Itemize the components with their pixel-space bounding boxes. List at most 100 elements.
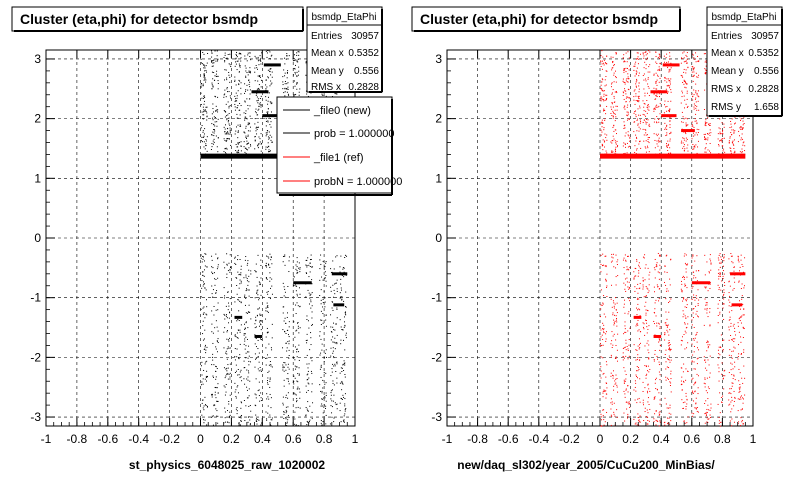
scatter-point: [268, 151, 270, 153]
scatter-point: [205, 380, 207, 382]
scatter-point: [655, 81, 657, 83]
scatter-point: [681, 399, 683, 401]
scatter-point: [686, 125, 688, 127]
scatter-point: [296, 380, 298, 382]
scatter-point: [325, 261, 327, 263]
scatter-point: [216, 290, 218, 292]
scatter-point: [227, 378, 229, 380]
scatter-point: [334, 329, 336, 331]
scatter-point: [293, 58, 295, 60]
scatter-point: [224, 60, 226, 62]
scatter-point: [287, 373, 289, 375]
scatter-point: [704, 124, 706, 126]
scatter-point: [629, 403, 631, 405]
scatter-point: [286, 55, 288, 57]
scatter-point: [658, 68, 660, 70]
scatter-point: [265, 264, 267, 266]
scatter-point: [738, 421, 740, 423]
scatter-point: [201, 82, 203, 84]
scatter-point: [612, 115, 614, 117]
scatter-point: [309, 262, 311, 264]
scatter-point: [634, 89, 636, 91]
scatter-point: [648, 344, 650, 346]
scatter-point: [285, 418, 287, 420]
scatter-point: [683, 144, 685, 146]
scatter-point: [288, 336, 290, 338]
scatter-point: [248, 123, 250, 125]
scatter-point: [698, 349, 700, 351]
scatter-point: [695, 313, 697, 315]
scatter-point: [731, 382, 733, 384]
scatter-point: [284, 88, 286, 90]
scatter-point: [295, 330, 297, 332]
scatter-point: [612, 375, 614, 377]
scatter-point: [739, 425, 741, 427]
scatter-point: [636, 288, 638, 290]
scatter-point: [605, 99, 607, 101]
scatter-point: [722, 303, 724, 305]
scatter-point: [654, 108, 656, 110]
scatter-point: [306, 273, 308, 275]
scatter-point: [267, 136, 269, 138]
scatter-point: [333, 384, 335, 386]
scatter-point: [691, 257, 693, 259]
scatter-point: [600, 96, 602, 98]
scatter-point: [249, 86, 251, 88]
scatter-point: [647, 71, 649, 73]
scatter-point: [692, 255, 694, 257]
scatter-point: [665, 311, 667, 313]
scatter-point: [706, 411, 708, 413]
scatter-point: [238, 357, 240, 359]
scatter-point: [685, 117, 687, 119]
scatter-point: [229, 411, 231, 413]
scatter-point: [340, 296, 342, 298]
scatter-point: [226, 330, 228, 332]
scatter-point: [237, 392, 239, 394]
scatter-point: [297, 51, 299, 53]
scatter-point: [296, 76, 298, 78]
scatter-point: [647, 420, 649, 422]
scatter-point: [669, 152, 671, 154]
scatter-point: [255, 57, 257, 59]
scatter-point: [244, 100, 246, 102]
scatter-point: [267, 108, 269, 110]
scatter-point: [639, 287, 641, 289]
scatter-point: [321, 93, 323, 95]
scatter-point: [731, 363, 733, 365]
scatter-point: [624, 124, 626, 126]
scatter-point: [638, 424, 640, 426]
legend-label-prob: prob = 1.000000: [314, 128, 394, 140]
scatter-point: [604, 265, 606, 267]
scatter-point: [259, 76, 261, 78]
scatter-point: [658, 139, 660, 141]
scatter-point: [245, 147, 247, 149]
scatter-point: [739, 270, 741, 272]
scatter-point: [692, 354, 694, 356]
scatter-point: [267, 331, 269, 333]
scatter-point: [204, 329, 206, 331]
scatter-point: [637, 95, 639, 97]
scatter-point: [649, 51, 651, 53]
scatter-point: [245, 152, 247, 154]
scatter-point: [308, 327, 310, 329]
scatter-point: [200, 86, 202, 88]
scatter-point: [605, 361, 607, 363]
scatter-point: [203, 109, 205, 111]
scatter-point: [602, 90, 604, 92]
scatter-point: [644, 305, 646, 307]
scatter-point: [734, 347, 736, 349]
scatter-point: [269, 298, 271, 300]
scatter-point: [656, 88, 658, 90]
scatter-point: [696, 341, 698, 343]
scatter-point: [649, 137, 651, 139]
scatter-point: [226, 87, 228, 89]
scatter-point: [636, 78, 638, 80]
scatter-point: [669, 147, 671, 149]
scatter-point: [731, 142, 733, 144]
scatter-point: [723, 370, 725, 372]
scatter-point: [636, 322, 638, 324]
scatter-point: [267, 96, 269, 98]
scatter-point: [226, 57, 228, 59]
scatter-point: [731, 118, 733, 120]
scatter-point: [665, 379, 667, 381]
